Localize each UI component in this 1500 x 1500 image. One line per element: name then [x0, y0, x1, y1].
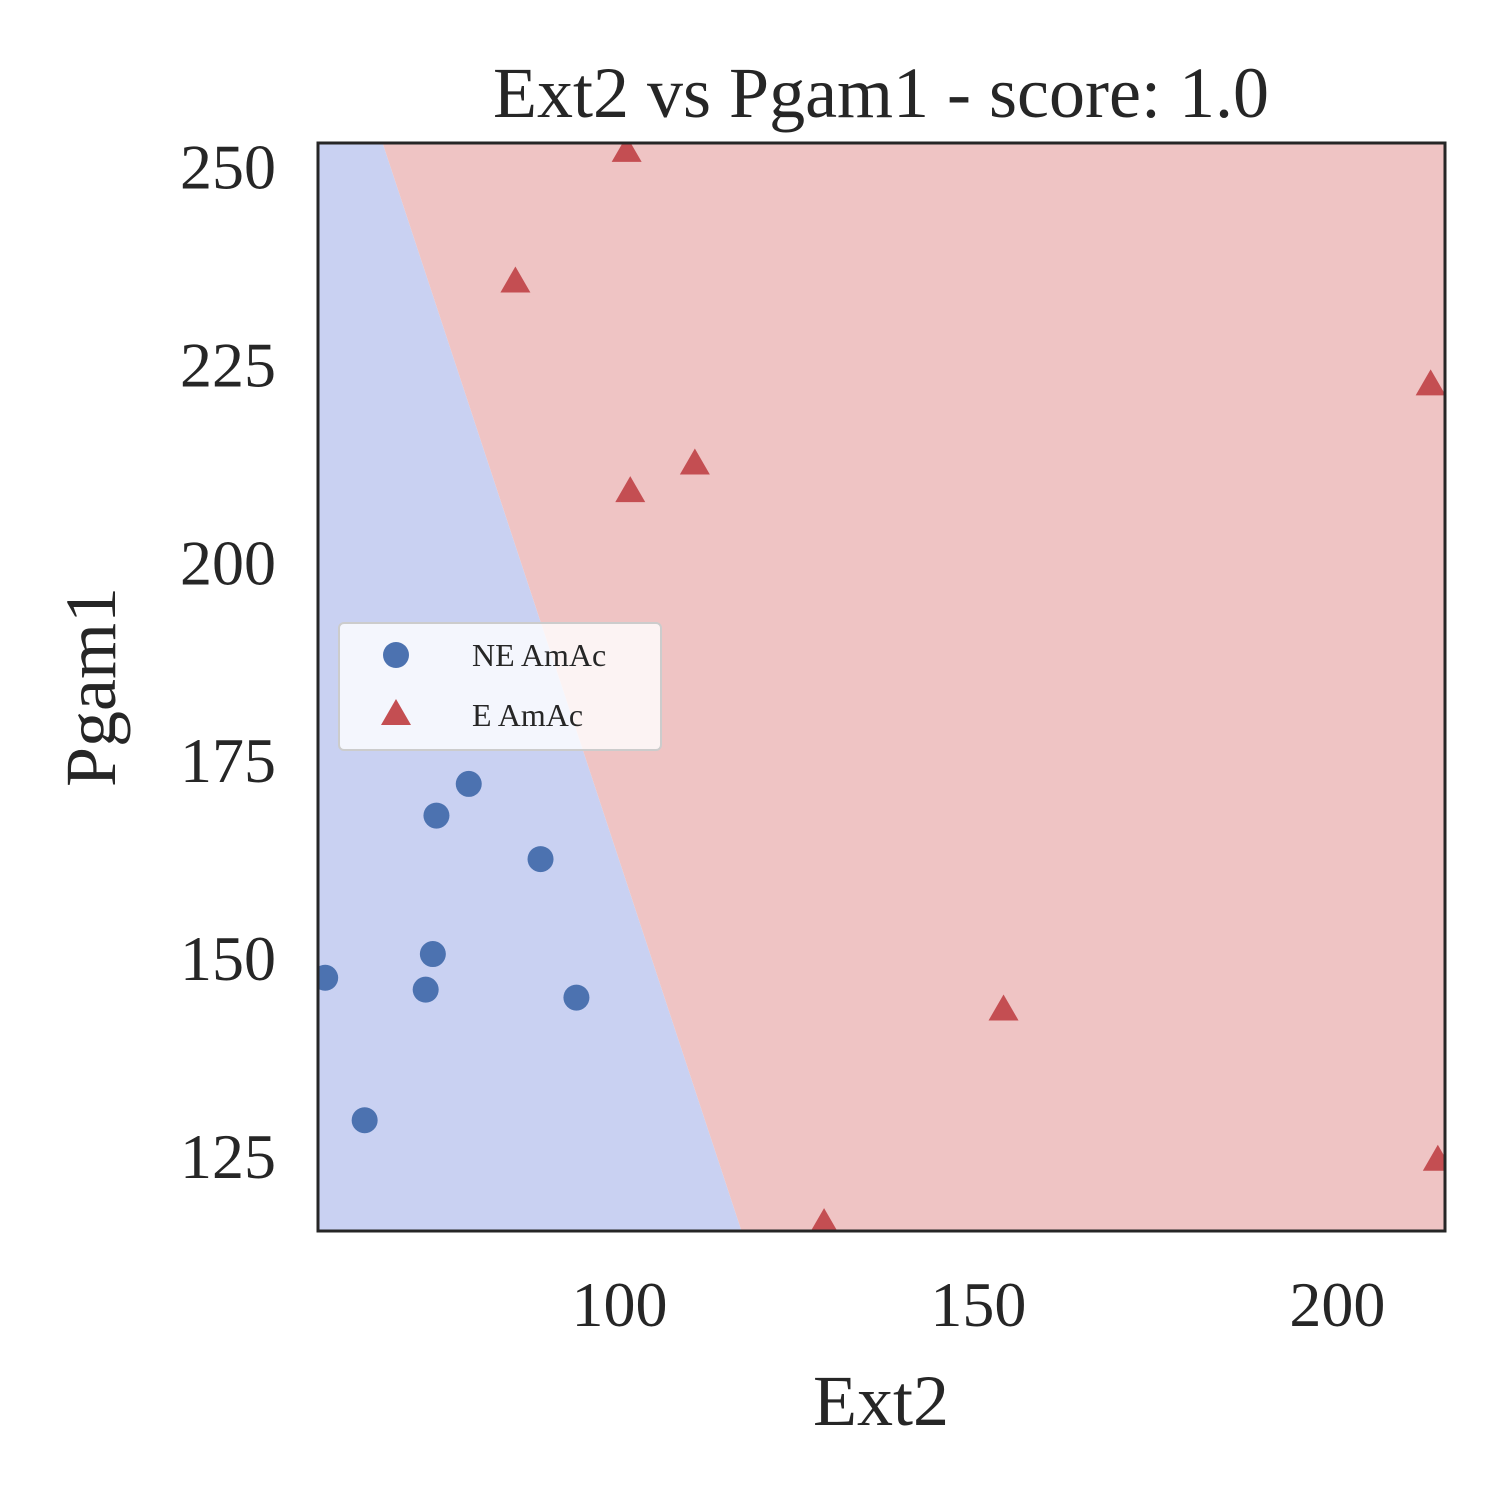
- legend-label-ne-amac: NE AmAc: [472, 637, 606, 673]
- x-tick-label-150: 150: [930, 1269, 1026, 1340]
- x-axis-ticks: 100 150 200: [571, 1269, 1385, 1340]
- point-e-amac-1: [500, 266, 531, 293]
- y-tick-label-200: 200: [180, 527, 276, 598]
- y-tick-label-125: 125: [180, 1121, 276, 1192]
- point-e-amac-2: [611, 143, 642, 162]
- y-tick-label-225: 225: [180, 330, 276, 401]
- y-tick-label-250: 250: [180, 132, 276, 203]
- y-axis-ticks: 125 150 175 200 225 250: [180, 132, 276, 1192]
- point-ne-amac-8: [563, 984, 590, 1011]
- data-points: [318, 143, 1445, 1231]
- plot-frame: [316, 141, 1447, 1233]
- y-tick-label-150: 150: [180, 923, 276, 994]
- point-e-amac-3: [615, 476, 646, 503]
- point-e-amac-6: [988, 994, 1019, 1021]
- legend-marker-e-amac: [381, 699, 411, 725]
- x-axis-label: Ext2: [813, 1361, 949, 1441]
- x-tick-label-100: 100: [571, 1269, 667, 1340]
- point-e-amac-8: [1422, 1144, 1445, 1171]
- legend-marker-ne-amac: [383, 642, 409, 668]
- point-e-amac-7: [1415, 369, 1445, 396]
- y-tick-label-175: 175: [180, 725, 276, 796]
- legend-label-e-amac: E AmAc: [472, 697, 583, 733]
- point-ne-amac-1: [318, 964, 339, 991]
- point-ne-amac-4: [419, 941, 446, 968]
- point-ne-amac-5: [423, 802, 450, 829]
- x-tick-label-200: 200: [1289, 1269, 1385, 1340]
- point-e-amac-4: [679, 448, 710, 475]
- point-e-amac-5: [810, 1208, 838, 1231]
- legend: NE AmAc E AmAc: [338, 622, 662, 751]
- legend-box: [338, 622, 662, 751]
- point-ne-amac-6: [455, 770, 482, 797]
- decision-region-e: [382, 143, 1445, 1231]
- point-ne-amac-7: [527, 846, 554, 873]
- y-axis-label: Pgam1: [51, 587, 131, 787]
- chart-title: Ext2 vs Pgam1 - score: 1.0: [493, 53, 1269, 133]
- point-ne-amac-2: [351, 1107, 378, 1134]
- point-ne-amac-3: [412, 976, 439, 1003]
